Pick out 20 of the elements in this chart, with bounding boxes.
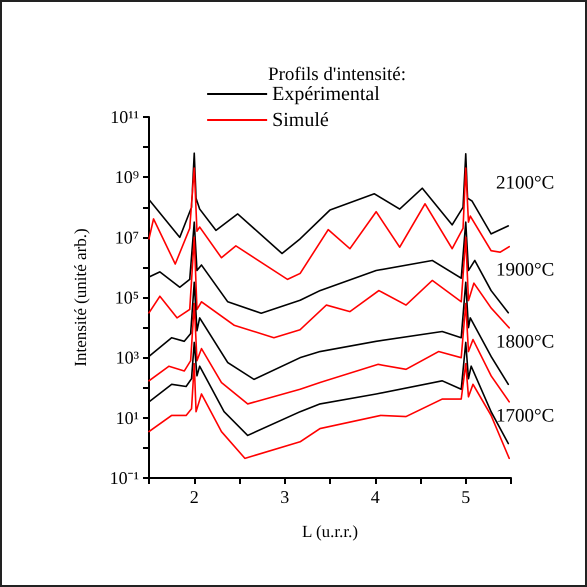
x-tick-label: 3	[280, 487, 290, 507]
annotation: 1800°C	[496, 332, 554, 352]
annotation: 2100°C	[496, 172, 554, 194]
x-tick-label: 4	[370, 487, 380, 507]
y-tick-label: 10⁹	[114, 167, 139, 188]
annotation: 1700°C	[496, 406, 554, 426]
y-tick-label: 10¹	[116, 408, 139, 428]
y-tick-label: 10³	[116, 348, 140, 368]
legend-label: Simulé	[272, 109, 329, 131]
legend-title: Profils d'intensité:	[268, 64, 406, 85]
y-axis-title: Intensité (unité arb.)	[71, 228, 90, 367]
x-tick-label: 5	[461, 487, 470, 507]
legend-label: Expérimental	[272, 83, 380, 105]
y-tick-label: 10⁵	[114, 288, 139, 308]
annotation: 1900°C	[496, 260, 554, 280]
x-axis-title: L (u.r.r.)	[302, 522, 358, 541]
y-tick-label: 10⁻¹	[110, 468, 139, 488]
x-tick-label: 2	[190, 487, 199, 507]
y-tick-label: 10⁷	[114, 227, 139, 248]
y-tick-label: 10¹¹	[110, 107, 139, 127]
